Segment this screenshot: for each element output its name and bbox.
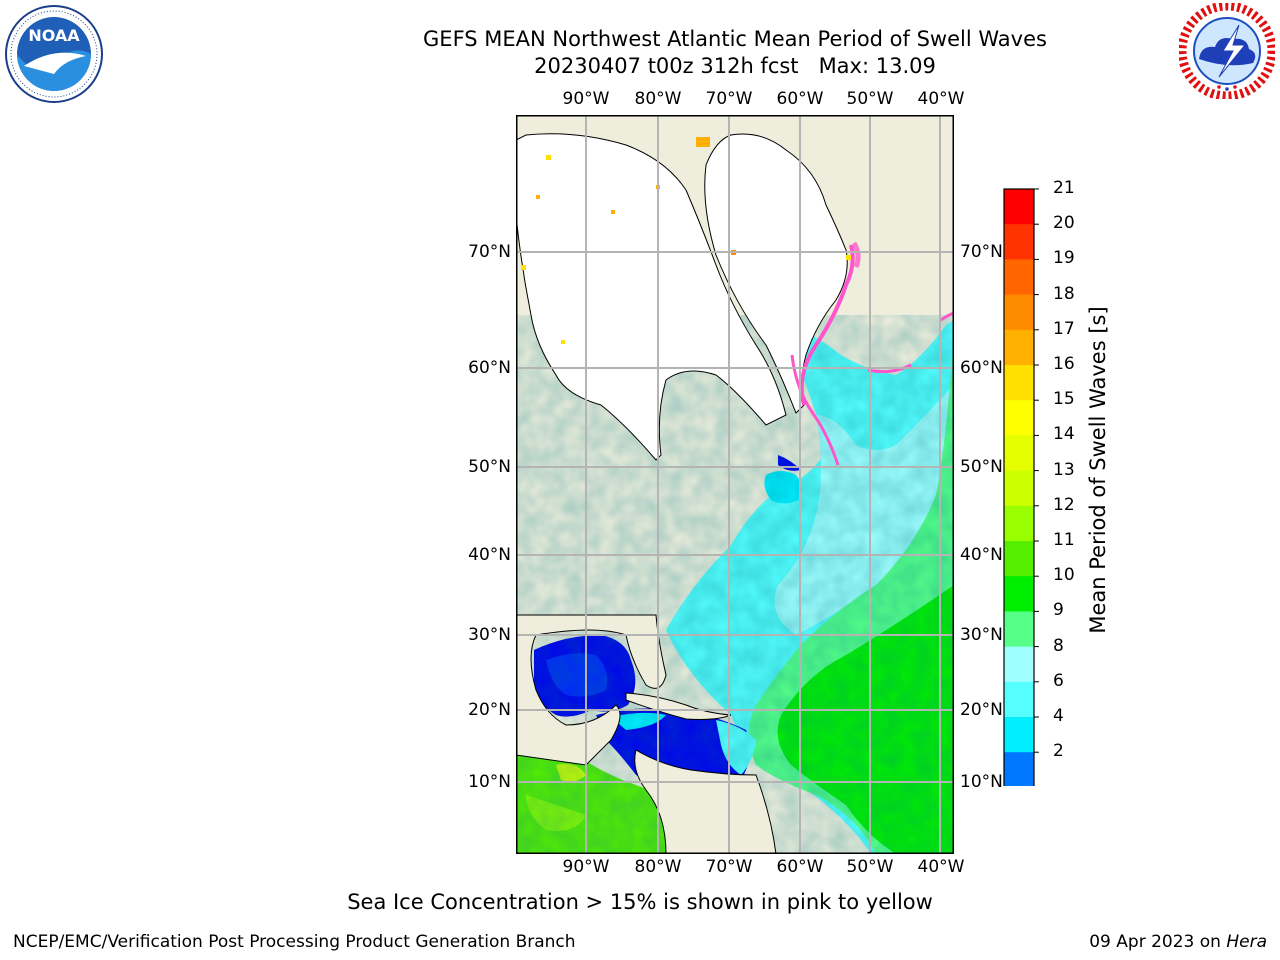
lat-label-right-60n: 60°N: [960, 358, 1003, 378]
colorbar-segment: [1004, 259, 1034, 296]
nws-logo-icon: [1179, 3, 1275, 99]
lat-label-left-30n: 30°N: [468, 625, 511, 645]
colorbar-title: Mean Period of Swell Waves [s]: [1086, 306, 1110, 634]
lon-label-top-70w: 70°W: [705, 89, 753, 109]
colorbar-segment: [1004, 717, 1034, 753]
lat-label-right-20n: 20°N: [960, 700, 1003, 720]
lon-label-bottom-70w: 70°W: [705, 857, 753, 877]
lat-label-left-50n: 50°N: [468, 457, 511, 477]
lon-label-bottom-90w: 90°W: [562, 857, 610, 877]
lon-label-top-60w: 60°W: [776, 89, 824, 109]
lat-label-right-40n: 40°N: [960, 545, 1003, 565]
colorbar-tick-label: 12: [1053, 494, 1075, 515]
lon-label-top-40w: 40°W: [917, 89, 965, 109]
colorbar-segment: [1004, 435, 1034, 472]
sea-ice-note: Sea Ice Concentration > 15% is shown in …: [0, 890, 1280, 914]
lat-label-left-10n: 10°N: [468, 772, 511, 792]
footer-date-text: 09 Apr 2023 on: [1089, 932, 1227, 952]
lat-label-left-40n: 40°N: [468, 545, 511, 565]
map-frame: [516, 115, 954, 854]
colorbar-tick-label: 4: [1053, 706, 1064, 726]
map-panel: [516, 115, 954, 854]
colorbar-segment: [1004, 224, 1034, 260]
lat-label-left-60n: 60°N: [468, 358, 511, 378]
lon-label-top-50w: 50°W: [846, 89, 894, 109]
graticule: [516, 115, 954, 854]
chart-title: GEFS MEAN Northwest Atlantic Mean Period…: [423, 27, 1047, 51]
sea-ice-edge-davis: [851, 241, 861, 268]
lon-label-top-80w: 80°W: [634, 89, 682, 109]
lat-label-left-20n: 20°N: [468, 700, 511, 720]
colorbar-tick-label: 17: [1053, 318, 1075, 339]
colorbar-tick-label: 11: [1053, 530, 1075, 550]
lat-label-right-70n: 70°N: [960, 242, 1003, 262]
colorbar-tick-label: 14: [1053, 424, 1075, 445]
colorbar-segment: [1004, 294, 1034, 331]
lon-label-bottom-60w: 60°W: [776, 857, 824, 877]
colorbar-segment: [1004, 752, 1034, 786]
colorbar-tick-label: 8: [1053, 635, 1064, 656]
lat-label-right-30n: 30°N: [960, 625, 1003, 645]
sea-ice-edge-labrador: [790, 354, 840, 466]
arctic-ice: [516, 133, 787, 461]
footer-credit: NCEP/EMC/Verification Post Processing Pr…: [13, 932, 576, 952]
lon-label-top-90w: 90°W: [562, 89, 610, 109]
colorbar-tick-label: 10: [1053, 565, 1075, 586]
sea-ice-note-text: Sea Ice Concentration > 15% is shown in …: [347, 890, 933, 914]
colorbar-segment: [1004, 541, 1034, 577]
colorbar-tick-label: 2: [1053, 741, 1064, 762]
colorbar-segment: [1004, 505, 1034, 542]
colorbar-segment: [1004, 365, 1034, 401]
lon-label-bottom-80w: 80°W: [634, 857, 682, 877]
sea-ice-edge-greenland-south: [867, 363, 912, 374]
colorbar-segment: [1004, 576, 1034, 612]
lon-label-bottom-50w: 50°W: [846, 857, 894, 877]
colorbar-tick-label: 6: [1053, 670, 1064, 691]
lat-label-right-50n: 50°N: [960, 457, 1003, 477]
noaa-logo-icon: NOAA: [5, 5, 103, 103]
colorbar-segment: [1004, 400, 1034, 436]
colorbar-tick-label: 9: [1053, 600, 1064, 621]
lat-label-right-10n: 10°N: [960, 772, 1003, 792]
south-america-land: [634, 749, 777, 854]
colorbar-segment: [1004, 189, 1034, 225]
lon-label-bottom-40w: 40°W: [917, 857, 965, 877]
footer-host: Hera: [1226, 932, 1267, 952]
colorbar-tick-label: 13: [1053, 459, 1075, 480]
colorbar-segment: [1004, 646, 1034, 683]
lat-label-left-70n: 70°N: [468, 242, 511, 262]
colorbar: [1003, 188, 1039, 786]
colorbar-segment: [1004, 611, 1034, 648]
colorbar-tick-label: 20: [1053, 213, 1075, 234]
colorbar-tick-label: 15: [1053, 389, 1075, 410]
chart-subtitle: 20230407 t00z 312h fcst Max: 13.09: [534, 54, 936, 78]
colorbar-segment: [1004, 329, 1034, 366]
colorbar-tick-label: 18: [1053, 283, 1075, 304]
footer-date: 09 Apr 2023 on Hera: [1089, 932, 1267, 952]
sea-ice-edge: [799, 244, 855, 406]
colorbar-tick-label: 19: [1053, 248, 1075, 269]
colorbar-tick-label: 21: [1053, 178, 1075, 198]
colorbar-tick-label: 16: [1053, 354, 1075, 374]
cuba-land: [625, 692, 732, 720]
colorbar-segment: [1004, 681, 1034, 718]
colorbar-segment: [1004, 470, 1034, 507]
colorbar-frame: [1003, 188, 1035, 786]
noaa-logo-text: NOAA: [28, 26, 80, 45]
ocean-field: [516, 315, 954, 854]
